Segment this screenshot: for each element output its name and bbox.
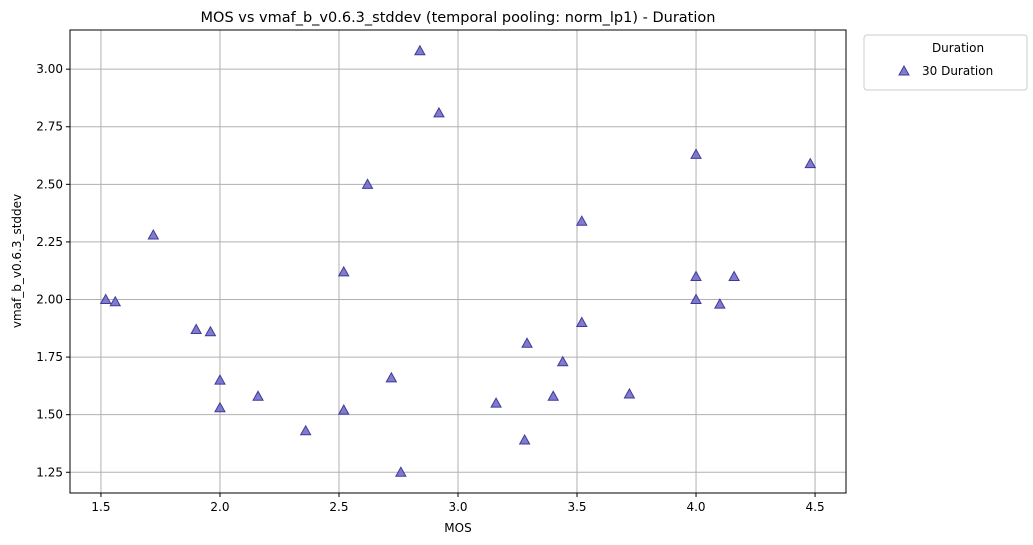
y-tick-label: 2.75 — [36, 120, 63, 134]
data-point-triangle — [214, 401, 226, 413]
data-point-triangle — [490, 397, 502, 408]
y-tick-label: 2.25 — [36, 235, 63, 249]
y-axis-label: vmaf_b_v0.6.3_stddev — [10, 194, 24, 328]
legend-entry-label: 30 Duration — [922, 64, 993, 78]
legend-box — [863, 34, 1028, 91]
x-tick-label: 4.5 — [806, 500, 825, 514]
data-point-triangle — [414, 44, 426, 56]
data-point-triangle — [690, 270, 702, 281]
x-axis-label: MOS — [444, 521, 471, 535]
data-point-triangle — [190, 323, 203, 334]
data-point-triangle — [337, 265, 350, 277]
data-point-triangle — [623, 387, 636, 399]
legend: Duration 30 Duration — [863, 34, 1028, 91]
y-tick-label: 1.75 — [36, 350, 63, 364]
legend-title: Duration — [932, 41, 984, 55]
data-point-triangle — [361, 178, 374, 189]
data-point-triangle — [728, 270, 740, 281]
data-point-triangle — [299, 424, 312, 436]
x-tick-label: 2.5 — [329, 500, 348, 514]
y-tick-label: 1.50 — [36, 408, 63, 422]
data-point-triangle — [713, 298, 726, 309]
data-point-triangle — [214, 374, 226, 385]
data-points — [99, 44, 817, 477]
data-point-triangle — [575, 215, 588, 226]
data-point-triangle — [518, 433, 531, 445]
data-point-triangle — [804, 157, 817, 169]
x-tick-label: 3.0 — [448, 500, 467, 514]
data-point-triangle — [556, 355, 569, 367]
y-tick-label: 3.00 — [36, 62, 63, 76]
data-point-triangle — [99, 293, 112, 305]
x-tick-label: 2.0 — [210, 500, 229, 514]
data-point-triangle — [204, 325, 217, 337]
x-tick-label: 3.5 — [567, 500, 586, 514]
data-point-triangle — [147, 228, 160, 240]
data-point-triangle — [690, 148, 702, 159]
grid-lines — [70, 30, 846, 493]
data-point-triangle — [337, 404, 350, 415]
data-point-triangle — [395, 466, 407, 477]
data-point-triangle — [547, 390, 560, 401]
data-point-triangle — [109, 295, 122, 307]
data-point-triangle — [433, 106, 445, 118]
y-axis-ticks: 1.25 1.50 1.75 2.00 2.25 2.50 2.75 3.00 — [36, 62, 70, 479]
legend-marker-triangle — [898, 64, 910, 76]
chart-title: MOS vs vmaf_b_v0.6.3_stddev (temporal po… — [201, 10, 716, 26]
x-axis-ticks: 1.5 2.0 2.5 3.0 3.5 4.0 4.5 — [91, 493, 825, 514]
x-tick-label: 4.0 — [686, 500, 705, 514]
y-tick-label: 2.00 — [36, 293, 63, 307]
x-tick-label: 1.5 — [91, 500, 110, 514]
data-point-triangle — [252, 390, 264, 401]
data-point-triangle — [521, 337, 533, 348]
data-point-triangle — [575, 316, 588, 328]
data-point-triangle — [690, 293, 702, 305]
y-tick-label: 2.50 — [36, 177, 63, 191]
data-point-triangle — [385, 371, 398, 383]
y-tick-label: 1.25 — [36, 465, 63, 479]
